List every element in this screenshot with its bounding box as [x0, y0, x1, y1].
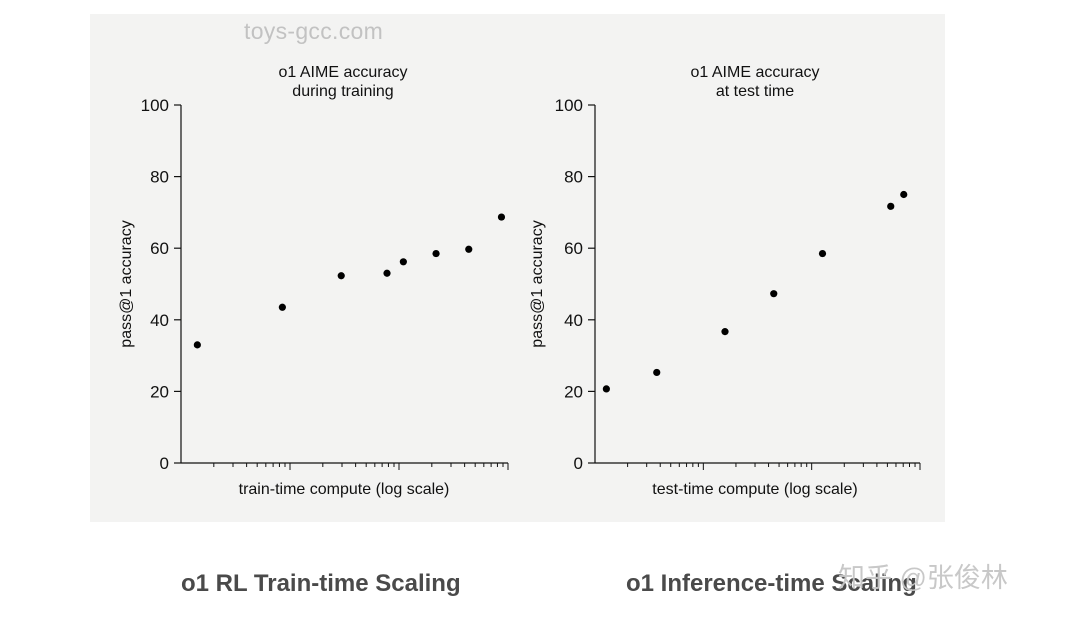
- watermark-zhihu: 知乎 @张俊林: [838, 563, 1008, 593]
- y-tick-label: 60: [150, 239, 169, 258]
- data-point: [193, 341, 201, 349]
- y-tick-label: 40: [150, 311, 169, 330]
- data-point: [497, 213, 506, 221]
- data-point: [602, 385, 610, 393]
- data-point: [887, 202, 895, 210]
- y-tick-label: 100: [555, 96, 583, 115]
- caption-train-time: o1 RL Train-time Scaling: [181, 570, 461, 597]
- chart-title-line: o1 AIME accuracy: [691, 64, 820, 81]
- chart-train-time: o1 AIME accuracy during training 0 20 40 60 80…: [118, 64, 509, 498]
- y-tick-label: 0: [160, 454, 169, 473]
- chart-title-line: during training: [292, 83, 393, 100]
- data-point: [770, 290, 778, 298]
- y-tick-label: 20: [564, 382, 583, 401]
- data-point: [818, 249, 827, 258]
- y-tick-label: 20: [150, 382, 169, 401]
- x-axis-label: test-time compute (log scale): [652, 481, 857, 498]
- data-point: [383, 269, 391, 277]
- figure-panel: [90, 14, 945, 522]
- chart-title-line: o1 AIME accuracy: [279, 64, 408, 81]
- y-tick-label: 0: [574, 454, 583, 473]
- y-tick-label: 80: [564, 168, 583, 187]
- chart-test-time: o1 AIME accuracy at test time 0 20 40 60 80 100…: [529, 64, 921, 498]
- y-axis-label: pass@1 accuracy: [529, 220, 546, 347]
- data-point: [432, 249, 440, 258]
- data-point: [465, 245, 473, 253]
- data-point: [278, 303, 286, 311]
- x-axis-label: train-time compute (log scale): [239, 481, 450, 498]
- data-point: [653, 368, 661, 377]
- y-tick-label: 40: [564, 311, 583, 330]
- y-tick-label: 60: [564, 239, 583, 258]
- watermark-top: toys-gcc.com: [244, 18, 384, 44]
- caption-inference-time: o1 Inference-time Scaling: [626, 570, 917, 597]
- y-tick-label: 80: [150, 168, 169, 187]
- data-point: [399, 258, 407, 266]
- data-point: [900, 190, 908, 199]
- y-axis-label: pass@1 accuracy: [118, 220, 135, 347]
- data-point: [721, 328, 729, 336]
- data-point: [337, 272, 345, 280]
- y-tick-label: 100: [141, 96, 169, 115]
- chart-title-line: at test time: [716, 83, 794, 100]
